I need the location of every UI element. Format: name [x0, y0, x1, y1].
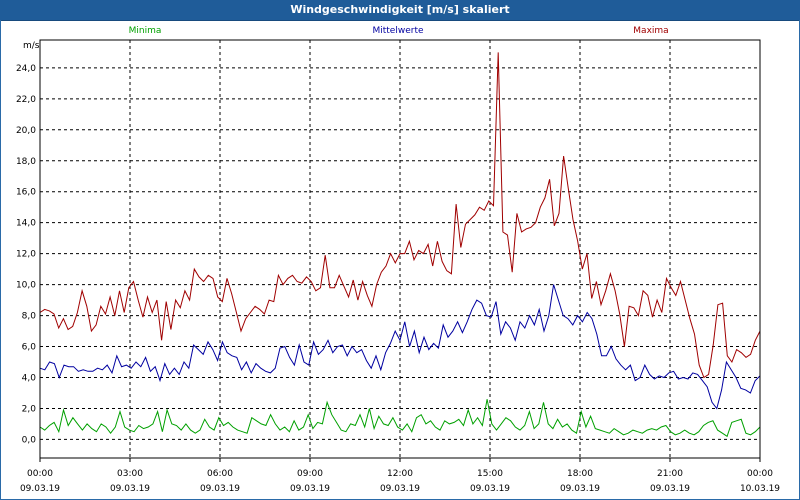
x-tick-date: 09.03.19	[560, 484, 600, 494]
legend-mittelwerte: Mittelwerte	[372, 26, 423, 36]
y-tick-label: 4,0	[22, 373, 37, 383]
series-line-maxima	[39, 52, 761, 379]
plot-area	[39, 39, 761, 459]
y-tick-label: 2,0	[22, 404, 37, 414]
x-tick-time: 21:00	[657, 469, 683, 479]
y-ticks: 0,0 2,0 4,0 6,0 8,0 10,0 12,0 14,0 16,0 18,0 20,0 2…	[16, 64, 36, 446]
x-tick-time: 12:00	[387, 469, 413, 479]
x-tick-date: 09.03.19	[470, 484, 510, 494]
series-line-mittelwerte	[39, 284, 761, 410]
y-tick-label: 20,0	[16, 126, 36, 136]
x-tick-time: 00:00	[27, 469, 53, 479]
y-tick-label: 22,0	[16, 95, 36, 105]
grid	[40, 40, 760, 458]
x-tick-date: 09.03.19	[110, 484, 150, 494]
x-tick-date: 10.03.19	[740, 484, 780, 494]
x-tick-date: 09.03.19	[650, 484, 690, 494]
x-tick-date: 09.03.19	[200, 484, 240, 494]
x-ticks: 00:00 09.03.19 03:00 09.03.19 06:00 09.03.19 0…	[20, 458, 780, 494]
y-tick-label: 8,0	[22, 312, 37, 322]
x-tick-date: 09.03.19	[20, 484, 60, 494]
legend-maxima: Maxima	[633, 26, 668, 36]
series-lines	[39, 52, 761, 438]
series-line-minima	[39, 399, 761, 438]
y-tick-label: 10,0	[16, 281, 36, 291]
x-tick-time: 09:00	[297, 469, 323, 479]
x-tick-time: 00:00	[747, 469, 773, 479]
y-tick-label: 0,0	[22, 435, 37, 445]
y-tick-label: 16,0	[16, 188, 36, 198]
y-tick-label: 24,0	[16, 64, 36, 74]
x-tick-time: 06:00	[207, 469, 233, 479]
x-tick-time: 18:00	[567, 469, 593, 479]
x-tick-date: 09.03.19	[380, 484, 420, 494]
legend-minima: Minima	[129, 26, 162, 36]
y-tick-label: 12,0	[16, 250, 36, 260]
y-axis-label: m/s	[23, 41, 40, 51]
y-tick-label: 18,0	[16, 157, 36, 167]
x-tick-date: 09.03.19	[290, 484, 330, 494]
y-tick-label: 14,0	[16, 219, 36, 229]
chart-title: Windgeschwindigkeit [m/s] skaliert	[0, 0, 800, 21]
x-tick-time: 03:00	[117, 469, 143, 479]
y-tick-label: 6,0	[22, 343, 37, 353]
x-tick-time: 15:00	[477, 469, 503, 479]
